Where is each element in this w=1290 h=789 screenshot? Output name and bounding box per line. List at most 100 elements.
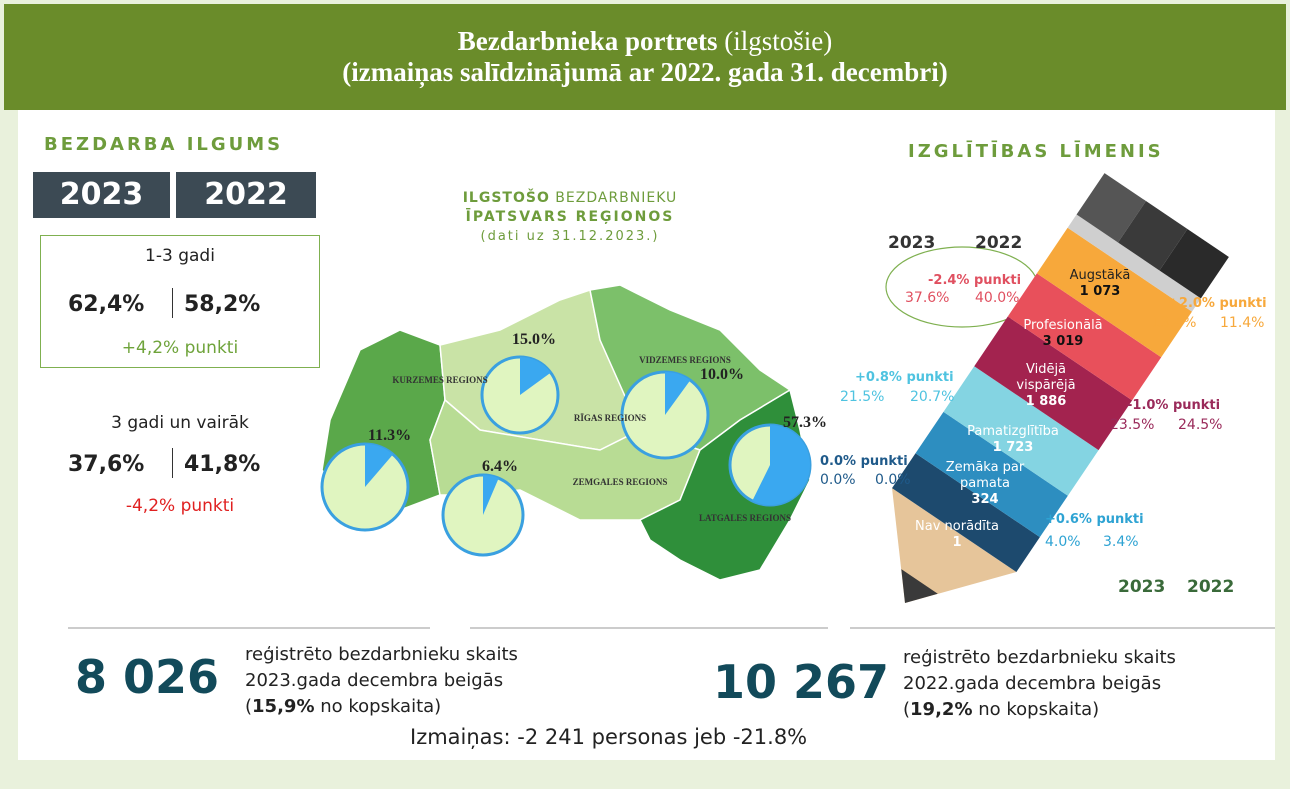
- pencil-lead: [901, 569, 938, 603]
- level-count: 324: [971, 492, 999, 507]
- region-label: KURZEMES REGIONS: [392, 375, 488, 385]
- segment: [892, 453, 1040, 572]
- level-name: Profesionālā: [1023, 318, 1103, 333]
- change: +4,2% punkti: [121, 338, 239, 358]
- level-change: -1.0% punkti: [1127, 398, 1221, 413]
- pie-label: 57.3%: [783, 414, 827, 431]
- level: Nav norādīta 1: [898, 519, 1016, 551]
- year: 2022: [1187, 577, 1235, 597]
- level: Vidējā vispārējā 1 886: [1000, 362, 1092, 410]
- pie-slice: [665, 372, 691, 415]
- text: (: [903, 699, 911, 720]
- value-2022: 41,8%: [184, 452, 261, 477]
- divider: [172, 288, 173, 318]
- level: Profesionālā 3 019: [1013, 318, 1113, 350]
- text: 2022.gada decembra beigās: [903, 673, 1162, 694]
- level: Zemāka par pamata 324: [935, 460, 1035, 508]
- value-2023: 37,6%: [68, 452, 145, 477]
- level-2023: 4.0%: [1045, 534, 1081, 550]
- total-text: reģistrēto bezdarbnieku skaits 2023.gada …: [245, 642, 518, 720]
- pie-label: 11.3%: [368, 427, 412, 444]
- level: Augstākā 1 073: [1050, 268, 1150, 300]
- level-change: +2.0% punkti: [1168, 296, 1267, 311]
- group-label: 3 gadi un vairāk: [111, 413, 249, 433]
- share: 15,9%: [252, 696, 315, 717]
- map-title-2: ĪPATSVARS REĢIONOS: [465, 209, 675, 225]
- level-change: +0.8% punkti: [855, 370, 954, 385]
- segment: [1007, 273, 1162, 401]
- pie-slice: [365, 444, 394, 487]
- level-2022: 11.4%: [1220, 315, 1265, 331]
- year: 2023: [1118, 577, 1166, 597]
- eraser: [1118, 201, 1188, 271]
- level-change: +0.6% punkti: [1045, 512, 1144, 527]
- level-2022: 20.7%: [910, 389, 955, 405]
- region-label: LATGALES REGIONS: [698, 513, 792, 523]
- pie-label: 6.4%: [482, 458, 518, 475]
- level-count: 1 073: [1079, 284, 1121, 299]
- year: 2022: [975, 233, 1023, 253]
- level-2023: 0.0%: [820, 472, 856, 488]
- share-line: (15,9% no kopskaita): [245, 694, 518, 720]
- level-name: Vidējā vispārējā: [1016, 362, 1076, 393]
- title-suffix: (ilgstošie): [724, 26, 833, 56]
- level-2022: 40.0%: [975, 290, 1020, 306]
- share: 19,2%: [910, 699, 973, 720]
- region-label: RĪGAS REGIONS: [573, 413, 647, 423]
- change-note: Izmaiņas: -2 241 personas jeb -21.8%: [410, 725, 808, 749]
- pie-slice: [752, 425, 810, 505]
- level-2022: 24.5%: [1178, 417, 1223, 433]
- header: Bezdarbnieka portrets (ilgstošie) (izmai…: [4, 4, 1286, 110]
- value-2022: 58,2%: [184, 292, 261, 317]
- section-title: BEZDARBA ILGUMS: [44, 134, 284, 155]
- section-title: IZGLĪTĪBAS LĪMENIS: [908, 141, 1164, 162]
- pies: [320, 355, 812, 557]
- segment: [1036, 227, 1192, 358]
- title-line: Bezdarbnieka portrets (ilgstošie): [4, 26, 1286, 57]
- total-number: 8 026: [75, 650, 220, 704]
- subtitle: (izmaiņas salīdzinājumā ar 2022. gada 31…: [342, 57, 948, 87]
- total-text: reģistrēto bezdarbnieku skaits 2022.gada …: [903, 645, 1176, 723]
- pie-label: 10.0%: [700, 366, 744, 383]
- map-title: ILGSTOŠO BEZDARBNIEKU: [420, 190, 720, 206]
- text: 2023.gada decembra beigās: [245, 670, 504, 691]
- eraser: [1076, 173, 1146, 243]
- level-change: -2.4% punkti: [928, 273, 1022, 288]
- text: (: [245, 696, 253, 717]
- level-count: 1 886: [1025, 394, 1067, 409]
- title: Bezdarbnieka portrets: [457, 26, 718, 56]
- level-2022: 0.0%: [875, 472, 911, 488]
- map-title-bold: ILGSTOŠO: [462, 190, 550, 206]
- level-count: 1 723: [992, 440, 1034, 455]
- year-box: 2023: [33, 172, 170, 218]
- group-box: [40, 235, 320, 368]
- level-2023: 23.5%: [1110, 417, 1155, 433]
- region-label: ZEMGALES REGIONS: [572, 477, 668, 487]
- level-name: Pamatizglītība: [967, 424, 1059, 439]
- total-number: 10 267: [713, 655, 890, 709]
- level-change: 0.0% punkti: [820, 454, 908, 469]
- level-name: Augstākā: [1069, 268, 1131, 283]
- map-title-normal: BEZDARBNIEKU: [555, 190, 678, 206]
- pie-slice: [520, 357, 551, 395]
- year: 2023: [888, 233, 936, 253]
- text: no kopskaita): [314, 696, 442, 717]
- eraser: [1159, 228, 1229, 299]
- segment: [943, 366, 1099, 496]
- ferrule: [1067, 214, 1201, 312]
- group-label: 1-3 gadi: [145, 246, 215, 266]
- segment: [915, 411, 1068, 538]
- segment: [974, 316, 1133, 451]
- value-2023: 62,4%: [68, 292, 145, 317]
- text: reģistrēto bezdarbnieku skaits: [903, 647, 1176, 668]
- level-count: 3 019: [1042, 334, 1084, 349]
- level-2023: 13.4%: [1152, 315, 1197, 331]
- divider: [172, 448, 173, 478]
- level-2023: 21.5%: [840, 389, 885, 405]
- pie-label: 15.0%: [512, 331, 556, 348]
- pie-slice: [483, 475, 499, 515]
- level-2023: 37.6%: [905, 290, 950, 306]
- pencil-wood: [892, 488, 1017, 603]
